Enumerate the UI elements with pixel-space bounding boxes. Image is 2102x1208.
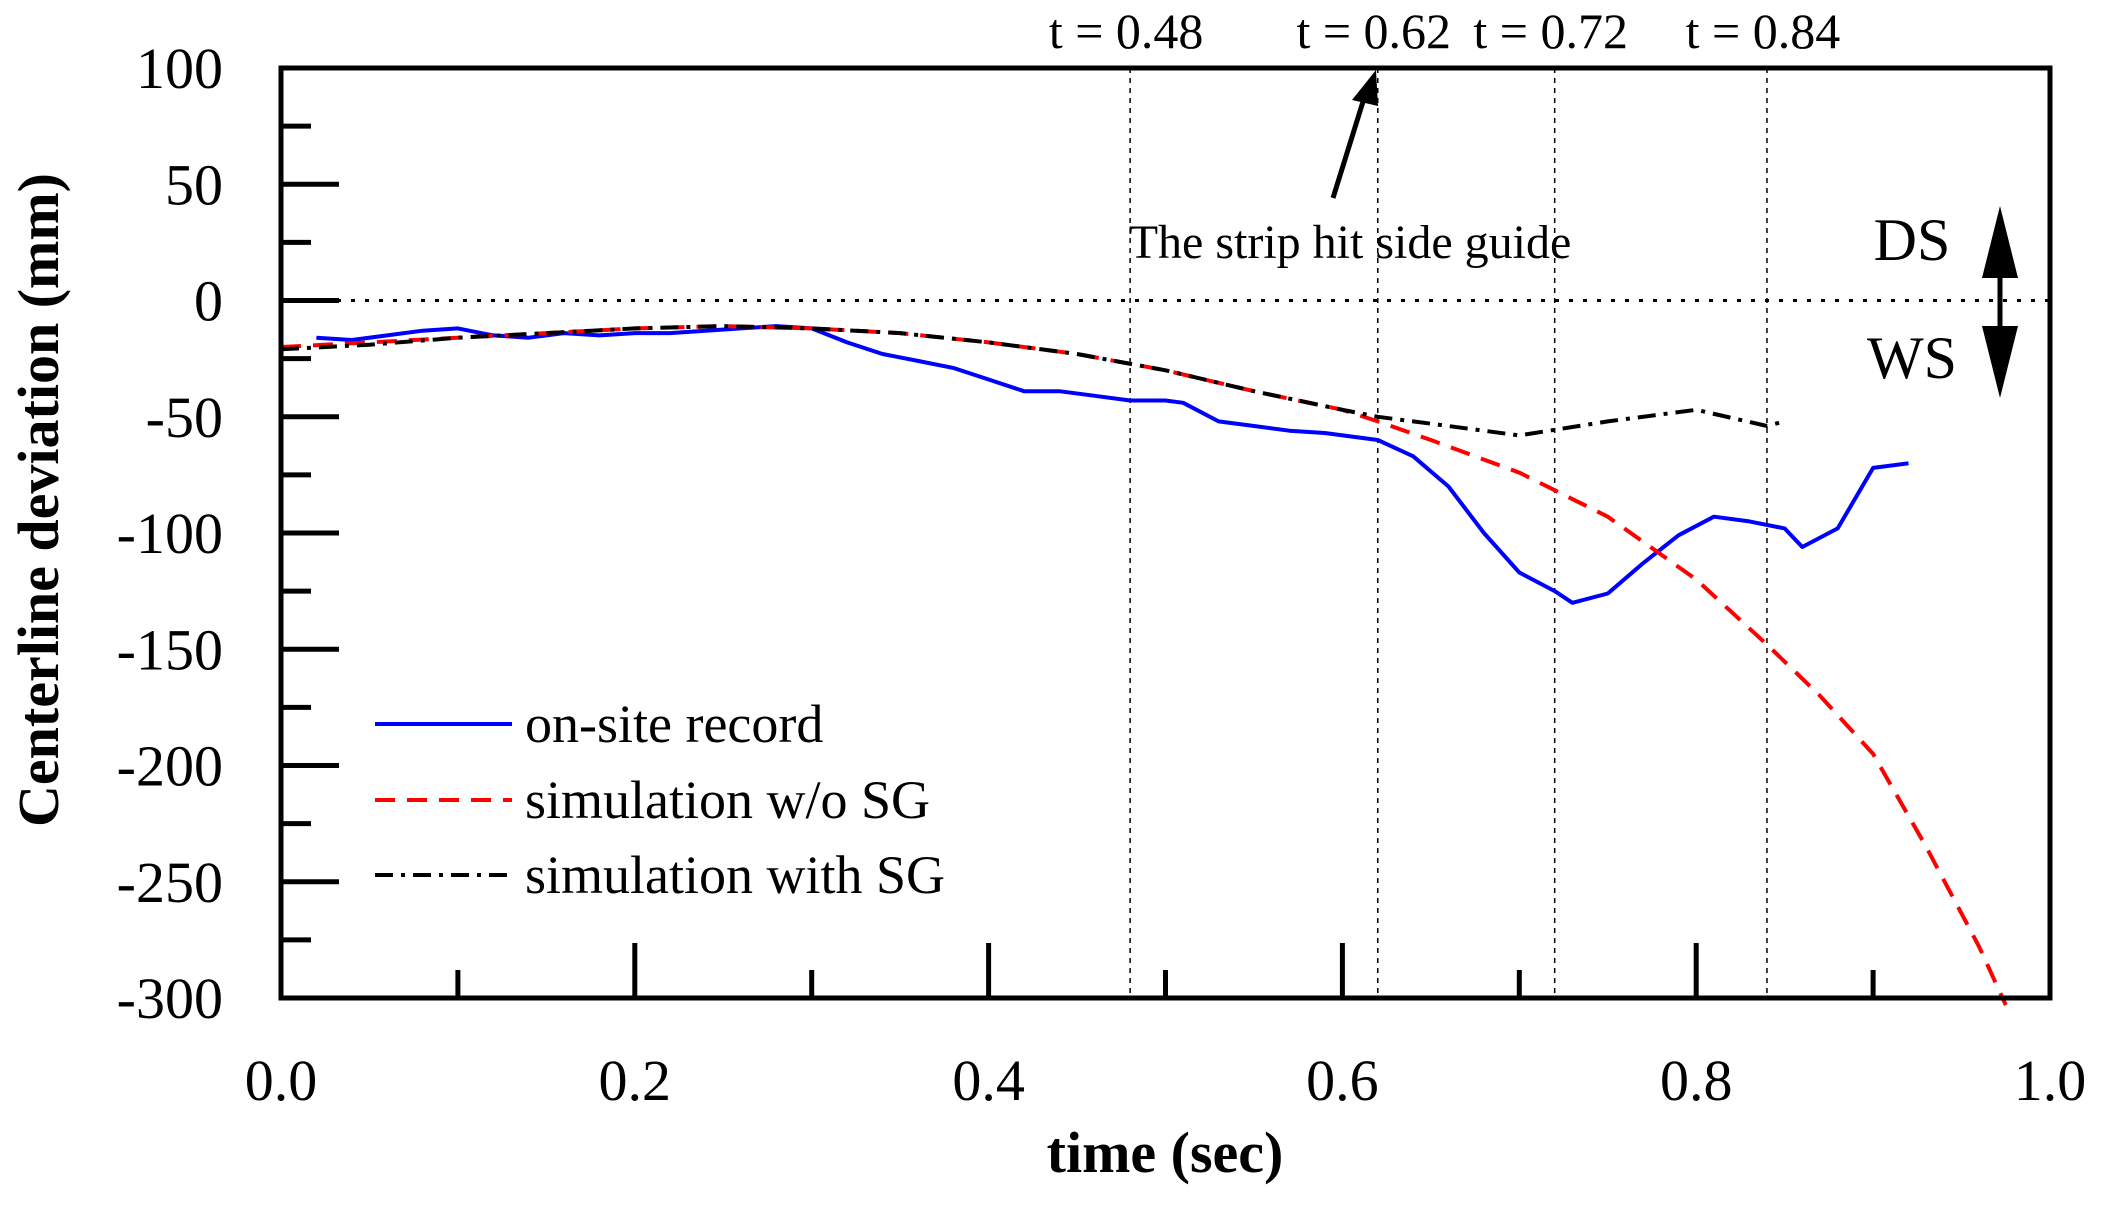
ticks-layer: 100 50 0 -50 -100 -150 -200 -250 -300 0.0 0.2 0.4 0.… [117, 36, 2087, 1113]
y-tick-label: -100 [117, 501, 223, 566]
x-tick-label: 1.0 [2014, 1048, 2087, 1113]
direction-arrow-up-head [1982, 206, 2018, 278]
legend-label: simulation with SG [525, 845, 945, 905]
direction-indicator: DS WS [1867, 206, 2018, 398]
legend-item: simulation w/o SG [375, 770, 930, 830]
direction-label-down: WS [1867, 325, 1957, 391]
vertical-marker-label: t = 0.84 [1686, 3, 1841, 59]
y-tick-label: 50 [165, 152, 223, 217]
x-tick-label: 0.8 [1660, 1048, 1733, 1113]
series-line-simulation-w-o-sg [280, 324, 2008, 1006]
x-tick-label: 0.0 [245, 1048, 318, 1113]
x-axis-title: time (sec) [1047, 1120, 1284, 1185]
direction-label-up: DS [1874, 207, 1951, 273]
legend-item: on-site record [375, 694, 823, 754]
y-tick-label: -150 [117, 617, 223, 682]
y-tick-label: 100 [136, 36, 223, 101]
y-tick-label: -250 [117, 850, 223, 915]
series-line-simulation-with-sg [280, 324, 1786, 438]
y-tick-label: -200 [117, 734, 223, 799]
annotation-text: The strip hit side guide [1129, 216, 1572, 269]
vertical-marker-label: t = 0.48 [1049, 3, 1204, 59]
x-tick-label: 0.2 [599, 1048, 672, 1113]
annotation: The strip hit side guide [1129, 70, 1572, 269]
direction-arrow-down-head [1982, 326, 2018, 398]
y-axis-title: Centerline deviation (mm) [6, 173, 71, 827]
x-tick-label: 0.4 [952, 1048, 1025, 1113]
y-tick-label: 0 [194, 269, 223, 334]
y-tick-label: -300 [117, 966, 223, 1031]
legend-item: simulation with SG [375, 845, 945, 905]
annotation-arrow-head [1352, 70, 1378, 106]
series-layer [280, 324, 2008, 1006]
vertical-marker-label: t = 0.72 [1473, 3, 1628, 59]
annotation-arrow-shaft [1330, 91, 1369, 199]
legend-label: simulation w/o SG [525, 770, 930, 830]
x-tick-label: 0.6 [1306, 1048, 1379, 1113]
legend: on-site record simulation w/o SG simulat… [375, 694, 945, 905]
vertical-markers-layer: t = 0.48 t = 0.62 t = 0.72 t = 0.84 [1049, 3, 1840, 998]
y-tick-label: -50 [146, 385, 223, 450]
legend-label: on-site record [525, 694, 823, 754]
series-line-on-site-record [316, 324, 1909, 605]
vertical-marker-label: t = 0.62 [1296, 3, 1451, 59]
